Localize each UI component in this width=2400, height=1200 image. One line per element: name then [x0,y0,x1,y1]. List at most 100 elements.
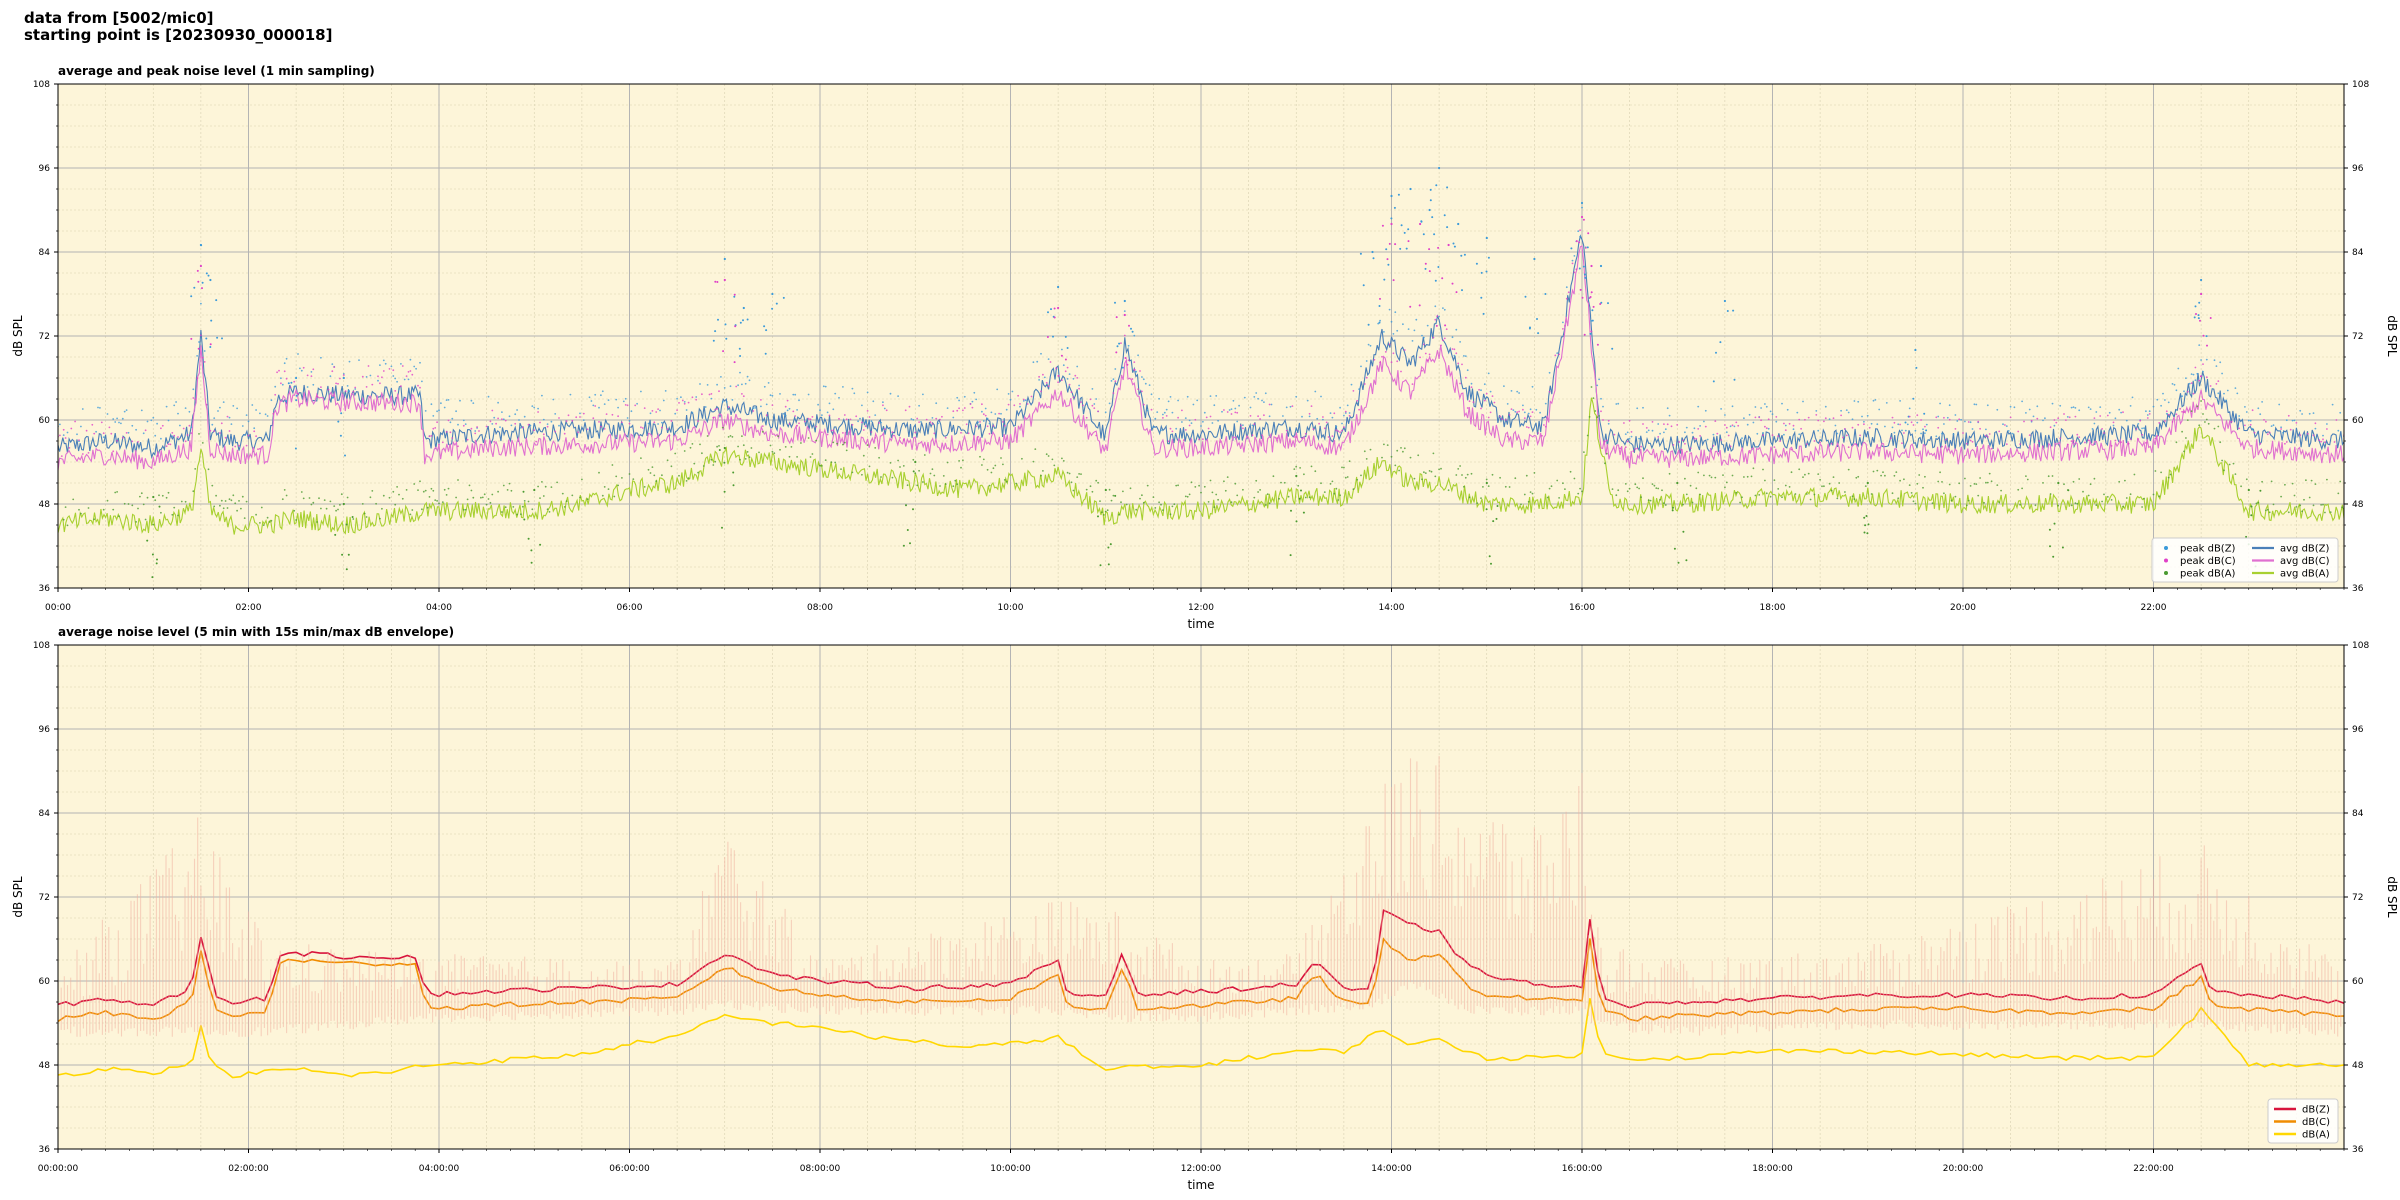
data-point [1735,421,1738,424]
data-point [2009,416,2012,419]
data-point [361,375,364,378]
data-point [243,434,246,436]
data-point [763,385,766,388]
data-point [1582,218,1585,221]
data-point [982,420,985,422]
data-point [2052,555,2055,558]
data-point [352,518,355,520]
data-point [1268,415,1271,418]
data-point [1908,484,1911,486]
data-point [963,407,966,409]
data-point [2169,473,2172,476]
data-point [1011,390,1014,393]
data-point [1764,403,1766,405]
data-point [1064,370,1067,373]
data-point [445,399,448,401]
data-point [266,516,269,519]
data-point [1390,361,1393,364]
data-point [1365,376,1368,379]
data-point [1580,215,1584,219]
data-point [1152,426,1155,429]
data-point [151,553,154,556]
data-point [590,400,593,402]
data-point [182,427,185,430]
data-point [2154,437,2157,440]
data-point [990,411,993,414]
legend-label: peak dB(A) [2180,569,2236,580]
data-point [1695,487,1698,490]
data-point [1127,344,1130,347]
data-point [1434,279,1437,282]
data-point [1636,407,1639,410]
data-point [1106,509,1109,512]
data-point [1308,415,1311,418]
data-point [838,417,840,420]
data-point [1453,354,1456,357]
data-point [1114,380,1117,383]
data-point [247,420,250,423]
data-point [1613,433,1616,436]
data-point [603,428,606,430]
data-point [878,422,880,424]
data-point [1196,399,1199,402]
data-point [1901,442,1903,445]
data-point [1575,240,1578,243]
data-point [567,414,570,417]
y-tick-label: 72 [39,332,50,342]
data-point [851,387,854,390]
data-point [697,420,699,422]
data-point [1026,403,1029,405]
data-point [2021,487,2023,490]
data-point [1689,484,1692,487]
data-point [1285,429,1288,432]
data-point [676,397,678,400]
data-point [1577,492,1580,495]
data-point [2057,504,2060,507]
data-point [1878,408,1881,411]
data-point [2261,401,2264,403]
data-point [977,421,979,424]
data-point [1775,416,1778,418]
data-point [419,361,421,364]
legend-label: dB(A) [2302,1130,2330,1141]
data-point [1446,186,1449,189]
data-point [1062,460,1065,462]
data-point [201,442,204,444]
data-point [2099,415,2102,417]
data-point [1475,262,1478,265]
data-point [1331,480,1334,483]
data-point [2162,392,2164,395]
data-point [1960,418,1962,421]
data-point [1579,288,1582,291]
data-point [1544,293,1547,295]
data-point [695,398,698,401]
data-point [1002,463,1004,466]
data-point [1135,508,1138,511]
data-point [1834,424,1837,427]
data-point [701,393,703,396]
data-point [1223,409,1225,411]
data-point [285,400,287,403]
data-point [2301,413,2304,415]
data-point [1491,395,1494,397]
data-point [922,393,924,396]
legend-box [2151,537,2339,583]
data-point [1362,284,1365,287]
data-point [1611,347,1614,350]
data-point [363,512,366,515]
data-point [530,549,533,552]
data-point [1659,432,1661,435]
data-point [902,438,905,441]
data-point [1485,236,1488,240]
data-point [1805,493,1808,495]
data-point [874,437,877,439]
data-point [316,521,318,523]
data-point [643,486,646,488]
data-point [2093,417,2096,419]
data-point [1520,503,1522,506]
data-point [1443,214,1446,217]
data-point [1872,399,1875,402]
data-point [2205,358,2208,361]
data-point [2280,426,2283,429]
data-point [1523,493,1526,496]
